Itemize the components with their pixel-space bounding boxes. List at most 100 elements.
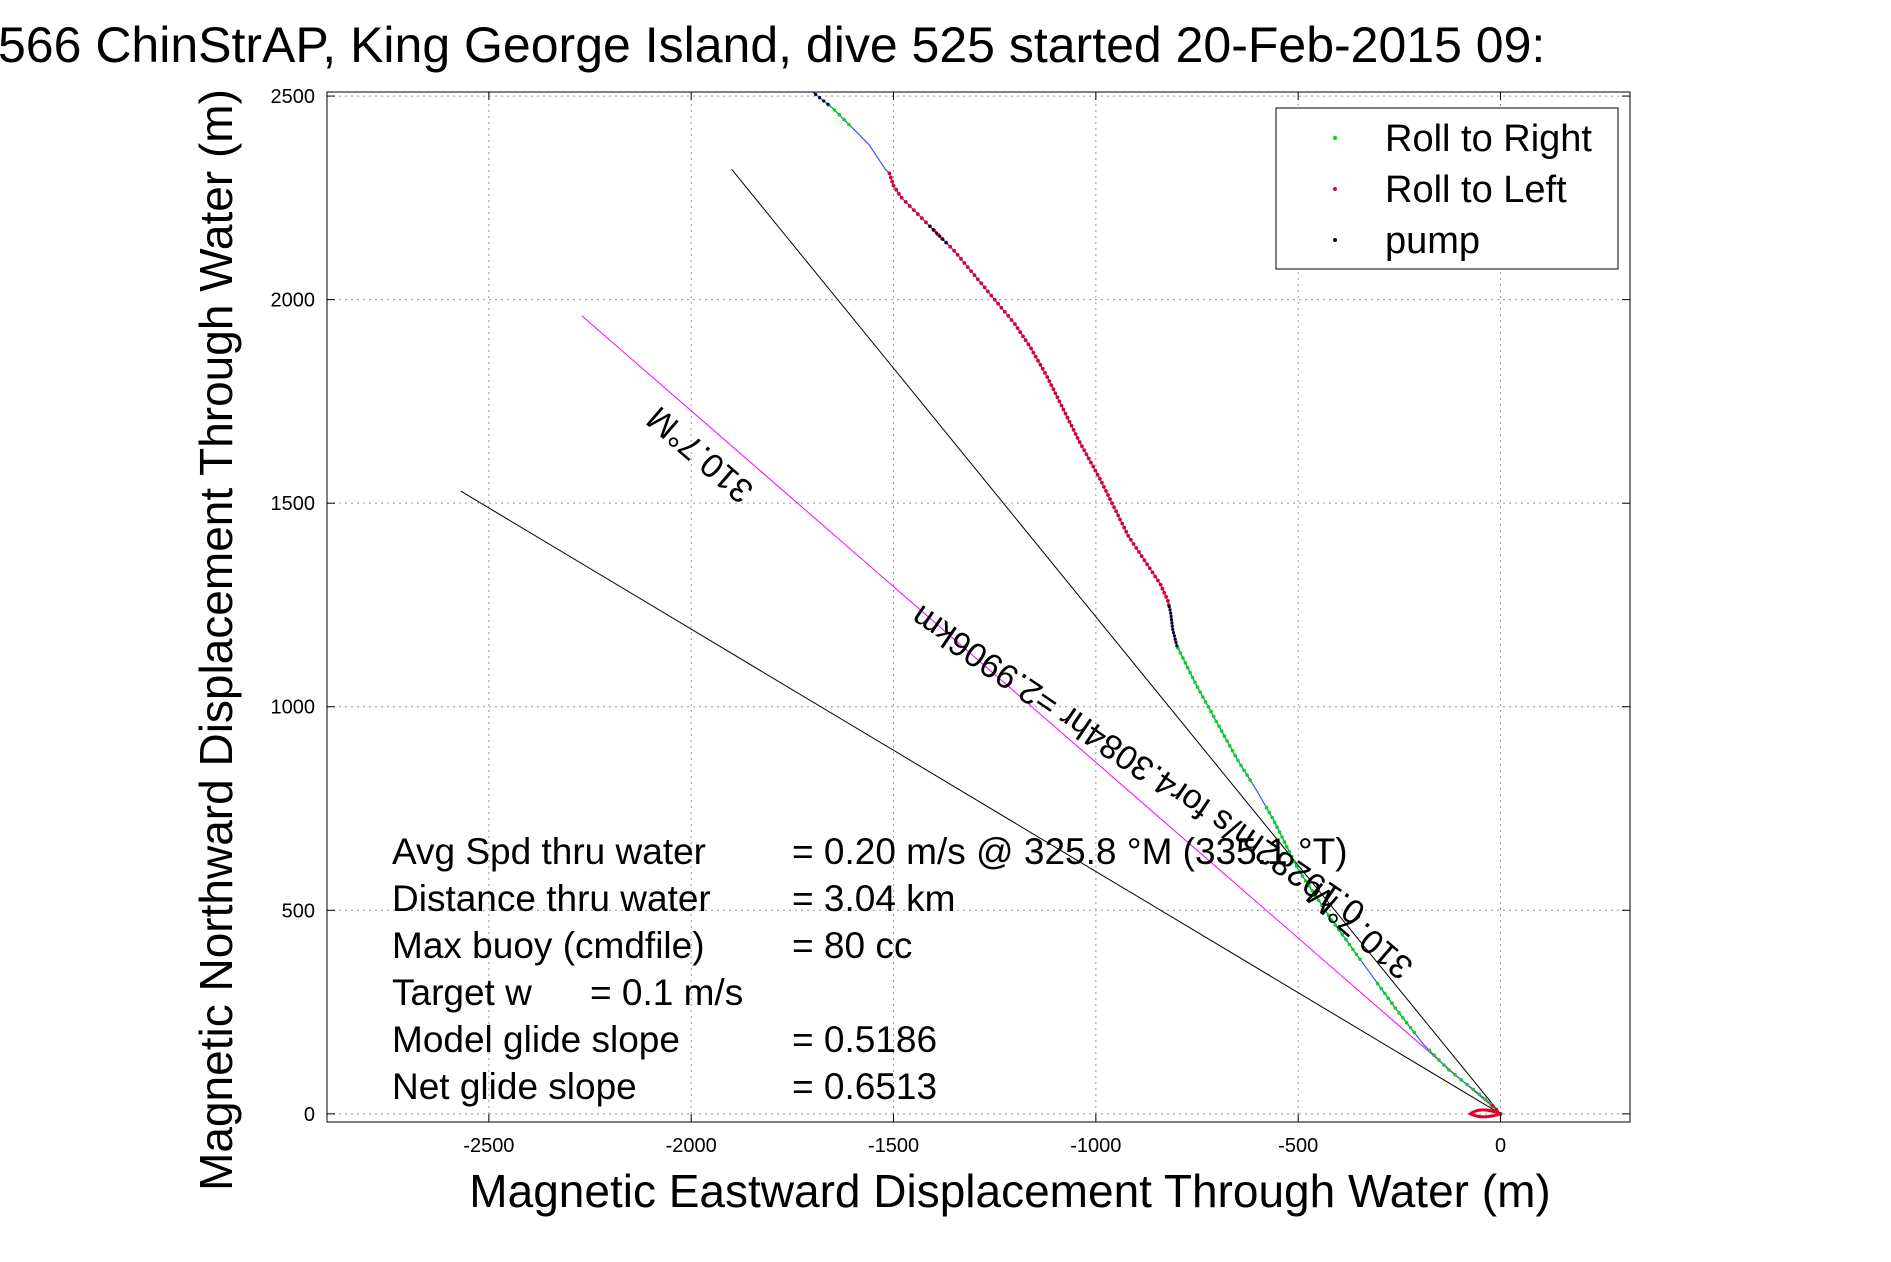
target-w-value: = 0.1 m/s xyxy=(590,972,743,1013)
pump-point xyxy=(1173,637,1177,641)
roll-left-point xyxy=(986,289,990,294)
roll-left-point xyxy=(1147,566,1152,571)
roll-right-point xyxy=(1401,1016,1405,1020)
roll-left-point xyxy=(1051,387,1056,392)
avg-speed-label: Avg Spd thru water xyxy=(392,831,706,872)
roll-left-point xyxy=(907,204,912,208)
roll-left-point xyxy=(1166,599,1170,603)
legend-label-roll-right: Roll to Right xyxy=(1385,118,1592,160)
roll-left-point xyxy=(1112,505,1116,510)
roll-left-point xyxy=(887,171,892,176)
roll-left-point xyxy=(1053,391,1058,396)
x-tick-label: -1000 xyxy=(1070,1135,1121,1157)
roll-left-point xyxy=(1100,480,1104,485)
roll-left-point xyxy=(1114,509,1118,514)
roll-right-point xyxy=(1230,748,1235,753)
x-tick-label: -2500 xyxy=(463,1135,514,1157)
x-tick-label: -500 xyxy=(1278,1135,1318,1157)
roll-left-point xyxy=(1137,550,1141,554)
roll-left-point xyxy=(919,216,924,221)
roll-left-point xyxy=(982,285,987,290)
roll-left-point xyxy=(1075,436,1080,440)
roll-right-point xyxy=(1272,820,1277,825)
roll-right-point xyxy=(1393,1006,1398,1010)
roll-right-point xyxy=(1275,825,1279,829)
x-tick-label: -1500 xyxy=(868,1135,919,1157)
roll-right-point xyxy=(1313,893,1318,898)
roll-right-point xyxy=(1219,729,1224,733)
roll-right-point xyxy=(1270,815,1274,820)
y-tick-label: 1000 xyxy=(271,697,316,719)
roll-left-point xyxy=(979,281,984,286)
roll-left-point xyxy=(1139,554,1144,558)
roll-left-point xyxy=(1089,460,1093,465)
pump-point xyxy=(928,224,932,228)
pump-point xyxy=(1170,621,1174,625)
roll-right-point xyxy=(1316,898,1321,903)
roll-right-point xyxy=(1483,1097,1488,1101)
legend-marker-roll-right xyxy=(1333,136,1337,140)
roll-left-point xyxy=(948,244,953,249)
roll-left-point xyxy=(915,212,920,217)
roll-left-point xyxy=(1118,517,1122,522)
roll-left-point xyxy=(1124,529,1129,534)
roll-right-point xyxy=(1329,918,1334,922)
roll-right-point xyxy=(1307,884,1311,888)
roll-left-point xyxy=(1077,440,1082,444)
roll-right-point xyxy=(1294,864,1299,869)
roll-left-point xyxy=(1029,346,1033,351)
roll-left-point xyxy=(1120,521,1125,526)
pump-point xyxy=(1168,608,1172,612)
roll-left-point xyxy=(924,220,928,225)
roll-right-point xyxy=(1404,1020,1409,1025)
legend-marker-roll-left xyxy=(1333,187,1337,191)
pump-point xyxy=(1175,644,1179,648)
roll-right-point xyxy=(1432,1053,1436,1057)
roll-left-point xyxy=(1142,558,1147,563)
roll-right-point xyxy=(1437,1058,1441,1062)
roll-left-point xyxy=(897,191,901,196)
pump-point xyxy=(1174,640,1178,645)
roll-left-point xyxy=(1047,379,1052,383)
x-axis-label: Magnetic Eastward Displacement Through W… xyxy=(469,1165,1550,1217)
roll-right-point xyxy=(1236,758,1240,763)
roll-right-point xyxy=(842,117,846,122)
roll-right-point xyxy=(1214,719,1219,724)
y-tick-label: 2000 xyxy=(271,290,316,312)
roll-right-point xyxy=(1193,680,1197,685)
roll-right-point xyxy=(1310,889,1314,893)
surface-loop xyxy=(1467,1108,1502,1119)
roll-left-point xyxy=(1002,309,1007,314)
roll-right-point xyxy=(1427,1048,1432,1053)
max-buoy-value: = 80 cc xyxy=(792,925,912,966)
roll-left-point xyxy=(1055,395,1060,400)
roll-left-point xyxy=(1069,423,1074,428)
roll-right-point xyxy=(1287,849,1292,854)
reference-lines xyxy=(460,169,1501,1115)
pump-point xyxy=(1169,618,1174,622)
roll-right-point xyxy=(1379,986,1383,991)
roll-left-point xyxy=(1013,322,1017,326)
roll-right-point xyxy=(847,122,851,127)
roll-left-point xyxy=(1080,444,1084,449)
roll-left-point xyxy=(1093,468,1098,473)
roll-right-point xyxy=(1354,952,1359,957)
roll-left-point xyxy=(890,179,895,184)
roll-right-point xyxy=(1375,981,1380,986)
roll-right-point xyxy=(1323,908,1327,913)
roll-right-point xyxy=(1408,1025,1413,1030)
roll-left-point xyxy=(891,183,896,188)
roll-left-point xyxy=(894,187,899,192)
roll-right-point xyxy=(1386,996,1390,1000)
roll-left-point xyxy=(899,195,904,200)
roll-right-point xyxy=(1242,768,1246,773)
roll-left-point xyxy=(888,175,893,180)
roll-right-point xyxy=(1397,1011,1401,1015)
roll-right-point xyxy=(1188,670,1192,675)
pump-point xyxy=(1171,631,1176,635)
roll-right-point xyxy=(1211,714,1216,719)
roll-left-point xyxy=(969,269,973,273)
max-buoy-label: Max buoy (cmdfile) xyxy=(392,925,705,966)
roll-left-point xyxy=(1061,407,1066,412)
roll-left-point xyxy=(992,297,997,302)
